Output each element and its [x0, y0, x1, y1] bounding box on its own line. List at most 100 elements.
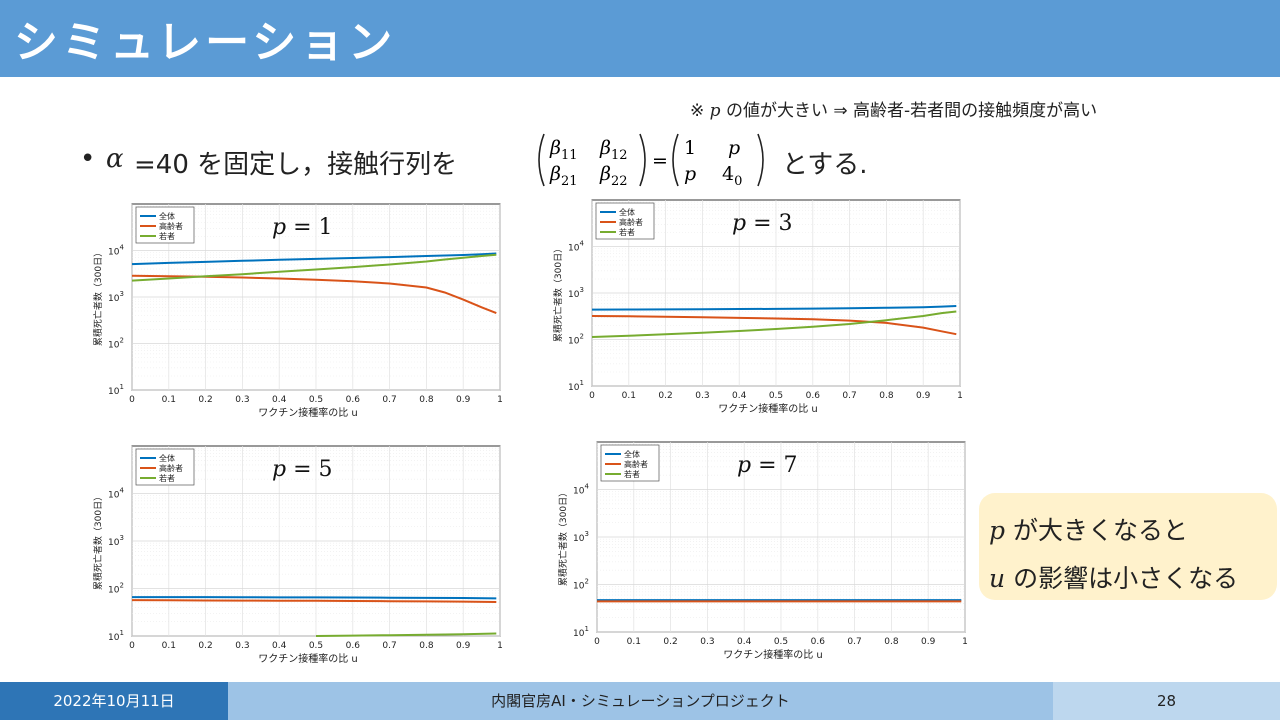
- x-tick-label: 1: [957, 391, 963, 401]
- statement-line: • α =40 を固定し，接触行列を β11 β12 β21 β22 = 1 p…: [80, 132, 980, 188]
- y-tick-label: 102: [108, 582, 124, 596]
- x-axis-label: ワクチン接種率の比 u: [718, 402, 818, 415]
- y-axis-label: 累積死亡者数（300日）: [92, 248, 104, 346]
- y-tick-label: 101: [108, 383, 124, 397]
- y-tick-label: 104: [568, 240, 584, 254]
- x-tick-label: 0.3: [235, 395, 249, 405]
- y-tick-label: 104: [108, 487, 124, 501]
- x-tick-label: 0.8: [419, 641, 434, 651]
- legend-label: 若者: [624, 469, 640, 479]
- x-tick-label: 0.1: [622, 391, 636, 401]
- legend-label: 若者: [159, 231, 175, 241]
- y-tick-label: 102: [568, 333, 584, 347]
- x-tick-label: 1: [497, 641, 503, 651]
- bullet-dot: •: [80, 144, 96, 174]
- y-tick-label: 103: [568, 286, 584, 300]
- footer-org: 内閣官房AI・シミュレーションプロジェクト: [228, 682, 1053, 720]
- chart-p1: 0 0.1 0.2 0.3 0.4 0.5 0.6 0.7 0.8 0.9 1 101 102 103 10…: [90, 198, 510, 420]
- x-tick-label: 0.3: [700, 637, 714, 647]
- x-tick-label: 1: [962, 637, 968, 647]
- x-tick-label: 0.7: [847, 637, 861, 647]
- x-tick-label: 0.6: [811, 637, 826, 647]
- series-line-1: [131, 599, 497, 603]
- legend-label: 高齢者: [159, 463, 183, 473]
- legend-label: 全体: [159, 211, 175, 221]
- x-tick-label: 0.7: [842, 391, 856, 401]
- y-tick-label: 101: [568, 379, 584, 393]
- chart-p7: 0 0.1 0.2 0.3 0.4 0.5 0.6 0.7 0.8 0.9 1 101 102 103 10…: [555, 436, 975, 662]
- callout-text-1: が大きくなると: [1012, 516, 1188, 545]
- matrix-right-0: 1: [684, 137, 696, 159]
- series-line-0: [132, 596, 497, 600]
- matrix-left-2: β21: [549, 163, 578, 188]
- y-axis-label: 累積死亡者数（300日）: [557, 488, 569, 586]
- note-var: p: [709, 101, 721, 121]
- series-line-2: [131, 253, 497, 282]
- x-tick-label: 0.8: [884, 637, 899, 647]
- x-tick-label: 0.5: [309, 395, 323, 405]
- x-tick-label: 0.7: [382, 395, 396, 405]
- matrix-right-3: 40: [722, 163, 742, 188]
- legend-label: 全体: [624, 449, 640, 459]
- x-tick-label: 0.7: [382, 641, 396, 651]
- y-tick-label: 104: [108, 244, 124, 258]
- chart-p3: 0 0.1 0.2 0.3 0.4 0.5 0.6 0.7 0.8 0.9 1 101 102 103 10…: [550, 194, 970, 416]
- series-line-0: [131, 252, 497, 266]
- x-tick-label: 0.6: [346, 395, 361, 405]
- x-tick-label: 0: [589, 391, 595, 401]
- x-tick-label: 0.6: [806, 391, 821, 401]
- legend-label: 全体: [619, 207, 635, 217]
- callout-line-1: p が大きくなると: [989, 507, 1267, 555]
- legend-label: 若者: [159, 473, 175, 483]
- note-prefix: ※: [690, 101, 705, 121]
- contact-matrix: β11 β12 β21 β22 = 1 p p 40: [538, 133, 764, 188]
- x-tick-label: 0.3: [235, 641, 249, 651]
- y-tick-label: 101: [108, 629, 124, 643]
- matrix-left-3: β22: [599, 163, 628, 188]
- p-annotation: p = 5: [272, 457, 333, 482]
- callout-var-u: u: [989, 564, 1006, 593]
- footer-page-number: 28: [1053, 682, 1280, 720]
- x-tick-label: 0.2: [198, 395, 212, 405]
- footer: 2022年10月11日 内閣官房AI・シミュレーションプロジェクト 28: [0, 682, 1280, 720]
- x-tick-label: 0.9: [456, 641, 471, 651]
- matrix-right-2: p: [684, 163, 696, 185]
- x-tick-label: 0.4: [737, 637, 752, 647]
- x-tick-label: 0.1: [627, 637, 641, 647]
- x-axis-label: ワクチン接種率の比 u: [258, 406, 358, 419]
- y-tick-label: 102: [108, 337, 124, 351]
- x-tick-label: 0: [129, 395, 135, 405]
- chart-svg: 0 0.1 0.2 0.3 0.4 0.5 0.6 0.7 0.8 0.9 1 101 102 103 10…: [92, 203, 503, 419]
- chart-p5: 0 0.1 0.2 0.3 0.4 0.5 0.6 0.7 0.8 0.9 1 101 102 103 10…: [90, 440, 510, 666]
- chart-svg: 0 0.1 0.2 0.3 0.4 0.5 0.6 0.7 0.8 0.9 1 101 102 103 10…: [552, 199, 963, 415]
- alpha-symbol: α: [106, 144, 124, 174]
- x-tick-label: 0.9: [456, 395, 471, 405]
- series-line-2: [591, 310, 957, 338]
- conclusion-callout: p が大きくなると u の影響は小さくなる: [979, 493, 1277, 600]
- matrix-left-1: β12: [599, 137, 628, 163]
- x-tick-label: 0.8: [879, 391, 894, 401]
- x-tick-label: 0.2: [658, 391, 672, 401]
- series-line-1: [591, 315, 957, 336]
- x-tick-label: 0.2: [663, 637, 677, 647]
- y-tick-label: 103: [108, 534, 124, 548]
- matrix-equals: =: [652, 150, 668, 172]
- statement-post: とする.: [782, 150, 868, 180]
- legend-label: 高齢者: [624, 459, 648, 469]
- x-tick-label: 0.9: [916, 391, 931, 401]
- x-axis-label: ワクチン接種率の比 u: [258, 652, 358, 665]
- legend-label: 高齢者: [159, 221, 183, 231]
- title-bar: シミュレーション: [0, 0, 1280, 77]
- x-axis-label: ワクチン接種率の比 u: [723, 648, 823, 661]
- callout-line-2: u の影響は小さくなる: [989, 555, 1267, 603]
- x-tick-label: 1: [497, 395, 503, 405]
- y-tick-label: 102: [573, 578, 589, 592]
- p-annotation: p = 7: [737, 453, 798, 478]
- p-annotation: p = 1: [272, 215, 333, 240]
- x-tick-label: 0: [594, 637, 600, 647]
- x-tick-label: 0.1: [162, 395, 176, 405]
- page-title: シミュレーション: [14, 17, 397, 68]
- x-tick-label: 0.5: [769, 391, 783, 401]
